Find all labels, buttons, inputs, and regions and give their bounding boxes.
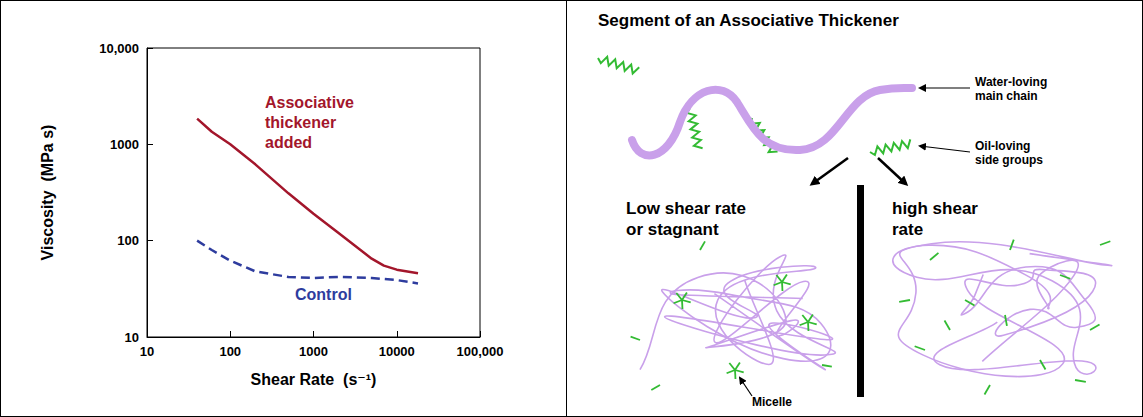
svg-text:high shear: high shear bbox=[892, 199, 978, 218]
svg-text:Associative: Associative bbox=[265, 94, 354, 111]
svg-text:rate: rate bbox=[892, 220, 923, 239]
svg-text:Segment of an Associative Thic: Segment of an Associative Thickener bbox=[598, 11, 899, 30]
svg-text:thickener: thickener bbox=[265, 114, 336, 131]
svg-text:100: 100 bbox=[117, 233, 139, 248]
svg-text:Oil-loving: Oil-loving bbox=[975, 139, 1030, 153]
svg-text:Water-loving: Water-loving bbox=[975, 75, 1047, 89]
svg-text:Low shear rate: Low shear rate bbox=[626, 199, 746, 218]
svg-text:100: 100 bbox=[219, 344, 241, 359]
svg-text:or stagnant: or stagnant bbox=[626, 220, 719, 239]
svg-text:main chain: main chain bbox=[975, 89, 1038, 103]
svg-text:Micelle: Micelle bbox=[752, 395, 792, 409]
svg-text:100,000: 100,000 bbox=[457, 344, 504, 359]
svg-text:1000: 1000 bbox=[110, 137, 139, 152]
svg-text:10: 10 bbox=[140, 344, 154, 359]
svg-text:Control: Control bbox=[295, 286, 352, 303]
svg-text:side groups: side groups bbox=[975, 153, 1043, 167]
svg-text:added: added bbox=[265, 134, 312, 151]
svg-text:10000: 10000 bbox=[379, 344, 415, 359]
svg-text:10: 10 bbox=[125, 330, 139, 345]
svg-text:10,000: 10,000 bbox=[99, 41, 139, 56]
svg-text:1000: 1000 bbox=[299, 344, 328, 359]
svg-text:Shear Rate (s⁻¹): Shear Rate (s⁻¹) bbox=[251, 371, 377, 388]
svg-text:Viscosity (MPa s): Viscosity (MPa s) bbox=[39, 125, 56, 261]
